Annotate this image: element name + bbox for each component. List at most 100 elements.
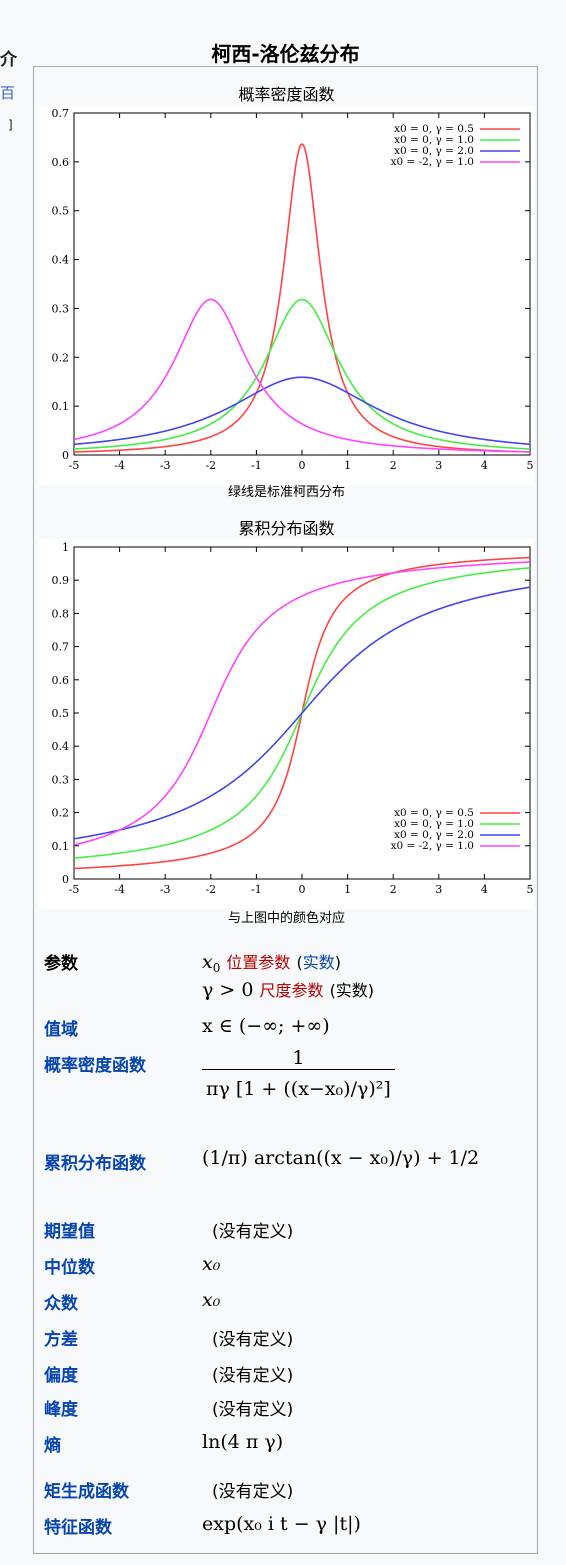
support-label[interactable]: 值域 [44,1020,78,1040]
x-tick-label: -2 [205,883,216,896]
y-tick-label: 0.5 [52,205,70,218]
x-tick-label: 5 [527,883,534,896]
left-column-fragment: 介 百 ] [0,0,20,160]
cdf-label[interactable]: 累积分布函数 [44,1154,146,1174]
legend-label: x0 = -2, γ = 1.0 [391,156,474,168]
y-tick-label: 1 [62,541,69,554]
y-tick-label: 0 [62,449,69,462]
pdf-formula: 1 πγ [1 + ((x−x₀)/γ)²] [202,1047,395,1100]
cdf-chart: -5 -4 -3 -2 -1 0 1 2 3 4 5 0 0.1 0.2 0.3 0.4 0.5 0.6 0.7 0.… [52,541,534,896]
kurtosis-value: (没有定义) [212,1400,294,1420]
entropy-label[interactable]: 熵 [44,1436,61,1456]
infobox: 概率密度函数 -5 -4 -3 -2 -1 0 1 2 3 4 5 0 0.1 0.2 0.3 0.4 0.5 0… [33,66,538,1554]
y-tick-label: 0.7 [52,641,70,654]
gamma-condition: γ > 0 [202,979,254,1001]
gamma-type: (实数) [329,981,375,1000]
mean-label[interactable]: 期望值 [44,1222,95,1242]
x-tick-label: 5 [527,459,534,472]
pdf-denominator: πγ [1 + ((x−x₀)/γ)²] [202,1069,395,1100]
mgf-value: (没有定义) [212,1482,294,1502]
y-tick-label: 0.2 [52,807,70,820]
infobox-title: 柯西-洛伦兹分布 [211,42,360,66]
y-tick-label: 0.5 [52,707,70,720]
mode-value: x₀ [202,1289,221,1311]
variance-label[interactable]: 方差 [44,1330,78,1350]
x-tick-label: -4 [114,883,125,896]
x-tick-label: -4 [114,459,125,472]
series-line [73,561,531,846]
cdf-chart-caption: 与上图中的颜色对应 [227,911,345,926]
legend-label: x0 = 0, γ = 0.5 [394,807,474,819]
y-tick-label: 0.3 [52,302,70,315]
series-line [73,298,531,453]
y-tick-label: 0.6 [52,156,70,169]
x-tick-label: -1 [251,883,262,896]
pdf-numerator: 1 [292,1047,305,1069]
pdf-chart-title: 概率密度函数 [238,85,335,104]
y-tick-label: 0.3 [52,773,70,786]
y-tick-label: 0.1 [52,840,70,853]
pdf-chart-image[interactable]: -5 -4 -3 -2 -1 0 1 2 3 4 5 0 0.1 0.2 0.3 0.4 0.5 0.6 0.7 x0… [38,105,534,485]
entropy-value: ln(4 π γ) [202,1431,284,1453]
x-tick-label: -3 [160,459,171,472]
x-tick-label: 0 [299,883,306,896]
cdf-formula: (1/π) arctan((x − x₀)/γ) + 1/2 [202,1147,480,1169]
cdf-chart-image[interactable]: -5 -4 -3 -2 -1 0 1 2 3 4 5 0 0.1 0.2 0.3 0.4 0.5 0.6 0.7 0.… [38,539,534,909]
parameters-gamma: γ > 0 尺度参数 (实数) [202,977,374,1001]
x-tick-label: 4 [481,459,488,472]
y-tick-label: 0.1 [52,400,70,413]
x-tick-label: -5 [69,459,80,472]
pdf-chart: -5 -4 -3 -2 -1 0 1 2 3 4 5 0 0.1 0.2 0.3 0.4 0.5 0.6 0.7 x0… [52,107,534,472]
series-line [73,298,531,450]
location-parameter-link[interactable]: 位置参数 [226,953,291,972]
cf-label[interactable]: 特征函数 [44,1518,112,1538]
median-label[interactable]: 中位数 [44,1258,95,1278]
scale-parameter-link[interactable]: 尺度参数 [259,981,324,1000]
x-tick-label: -1 [251,459,262,472]
x-tick-label: 4 [481,883,488,896]
variance-value: (没有定义) [212,1330,294,1350]
skewness-label[interactable]: 偏度 [44,1366,78,1386]
x-tick-label: 3 [435,883,442,896]
left-link-fragment[interactable]: 百 [0,84,16,102]
y-tick-label: 0.6 [52,674,70,687]
legend-label: x0 = 0, γ = 0.5 [394,123,474,135]
real-number-link[interactable]: 实数 [302,953,335,972]
mode-label[interactable]: 众数 [44,1294,78,1314]
x-tick-label: -3 [160,883,171,896]
mean-value: (没有定义) [212,1222,294,1242]
pdf-fraction: 1 πγ [1 + ((x−x₀)/γ)²] [202,1047,395,1100]
support-value: x ∈ (−∞; +∞) [202,1015,330,1037]
legend-label: x0 = 0, γ = 2.0 [394,829,474,841]
x-tick-label: 0 [299,459,306,472]
y-tick-label: 0.8 [52,607,70,620]
left-bracket-fragment: ] [8,118,13,132]
y-tick-label: 0.7 [52,107,70,120]
kurtosis-label[interactable]: 峰度 [44,1400,78,1420]
legend-label: x0 = 0, γ = 1.0 [394,134,474,146]
x-tick-label: -2 [205,459,216,472]
left-heading-fragment: 介 [0,50,17,70]
parameters-x0: x0 位置参数 (实数) [202,949,341,975]
skewness-value: (没有定义) [212,1366,294,1386]
y-tick-label: 0.2 [52,351,70,364]
pdf-chart-caption: 绿线是标准柯西分布 [227,485,345,500]
cf-value: exp(x₀ i t − γ |t|) [202,1513,361,1535]
series-line [73,143,531,453]
series-line [73,586,531,840]
x-tick-label: -5 [69,883,80,896]
x-tick-label: 1 [344,883,351,896]
x-tick-label: 3 [435,459,442,472]
y-tick-label: 0.4 [52,254,70,267]
x0-subscript: 0 [212,961,221,975]
x-tick-label: 1 [344,459,351,472]
pdf-label[interactable]: 概率密度函数 [44,1056,146,1076]
parameters-label: 参数 [44,954,78,974]
x-tick-label: 2 [390,459,397,472]
mgf-label[interactable]: 矩生成函数 [44,1482,129,1502]
series-line [73,376,531,446]
legend-label: x0 = 0, γ = 2.0 [394,145,474,157]
x-tick-label: 2 [390,883,397,896]
cdf-chart-title: 累积分布函数 [238,519,335,538]
y-tick-label: 0 [62,873,69,886]
